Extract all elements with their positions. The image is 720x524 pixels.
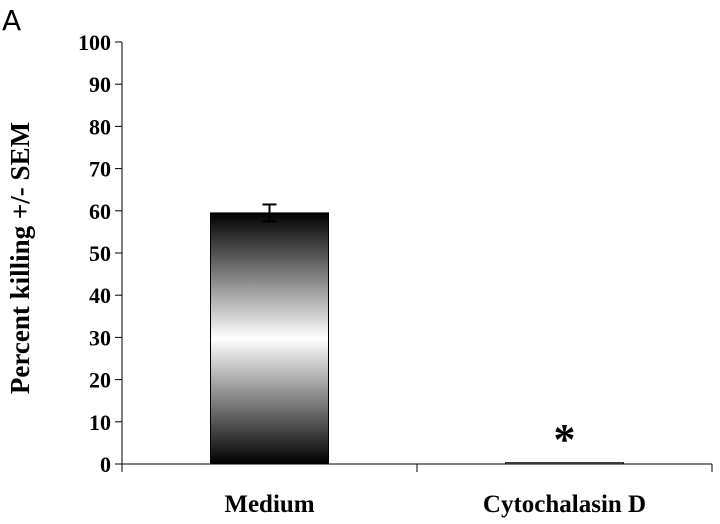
category-label: Cytochalasin D <box>483 491 646 518</box>
annotations: * <box>554 415 576 464</box>
y-tick-label: 70 <box>89 157 111 182</box>
y-tick-label: 90 <box>89 72 111 97</box>
x-axis-ticks <box>121 464 713 472</box>
bars <box>210 212 624 465</box>
y-tick-label: 80 <box>89 114 111 139</box>
category-labels: Medium Cytochalasin D <box>224 491 646 518</box>
y-axis-title: Percent killing +/- SEM <box>5 122 35 394</box>
y-tick-label: 60 <box>89 199 111 224</box>
y-axis-ticks: 0 10 20 30 40 50 60 70 80 90 100 <box>78 30 122 477</box>
bar-medium <box>210 212 329 465</box>
category-label: Medium <box>224 491 314 518</box>
y-tick-label: 10 <box>89 410 111 435</box>
y-tick-label: 40 <box>89 283 111 308</box>
error-bars <box>262 203 277 223</box>
y-tick-label: 0 <box>100 452 111 477</box>
y-tick-label: 30 <box>89 325 111 350</box>
panel-label: A <box>2 4 21 37</box>
y-tick-label: 20 <box>89 368 111 393</box>
y-tick-label: 100 <box>78 30 111 55</box>
significance-marker: * <box>554 415 576 464</box>
y-tick-label: 50 <box>89 241 111 266</box>
